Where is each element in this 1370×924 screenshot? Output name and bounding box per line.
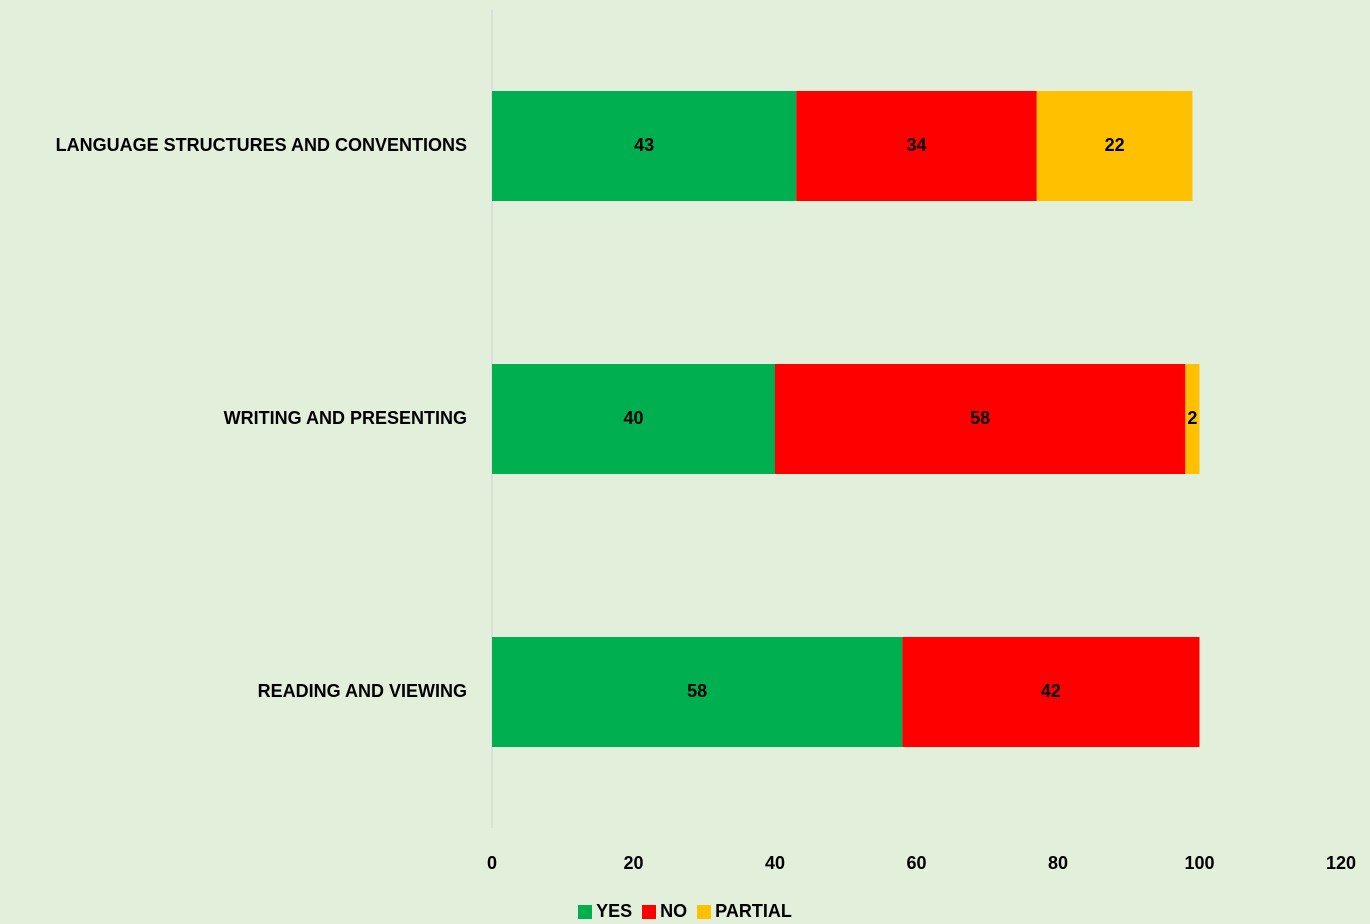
category-label: WRITING AND PRESENTING <box>224 408 467 428</box>
bar-partial <box>1036 91 1193 201</box>
bar-yes <box>492 637 903 747</box>
data-label-yes: 43 <box>634 135 654 155</box>
bar-yes <box>492 364 775 474</box>
legend-item-yes: YES <box>578 901 632 922</box>
legend-label: NO <box>660 901 688 921</box>
legend-item-partial: PARTIAL <box>697 901 792 922</box>
data-label-partial: 2 <box>1187 408 1197 428</box>
legend-swatch <box>642 904 657 919</box>
data-label-yes: 40 <box>623 408 643 428</box>
bar-no <box>902 637 1200 747</box>
bar-yes <box>492 91 797 201</box>
bar-partial <box>1185 364 1200 474</box>
bar-no <box>775 364 1186 474</box>
x-tick-label: 80 <box>1048 853 1068 873</box>
x-tick-label: 0 <box>487 853 497 873</box>
x-tick-label: 60 <box>906 853 926 873</box>
legend-swatch <box>697 904 712 919</box>
bar-no <box>796 91 1037 201</box>
legend-item-no: NO <box>642 901 687 922</box>
data-label-no: 58 <box>970 408 990 428</box>
data-label-no: 42 <box>1041 681 1061 701</box>
data-label-yes: 58 <box>687 681 707 701</box>
legend-label: PARTIAL <box>715 901 792 921</box>
legend-label: YES <box>596 901 633 921</box>
stacked-bar-chart: LANGUAGE STRUCTURES AND CONVENTIONS 43 34 2… <box>56 10 1356 873</box>
x-tick-label: 120 <box>1326 853 1356 873</box>
x-tick-label: 40 <box>765 853 785 873</box>
data-label-no: 34 <box>906 135 926 155</box>
data-label-partial: 22 <box>1105 135 1125 155</box>
legend-swatch <box>578 904 593 919</box>
x-tick-label: 20 <box>623 853 643 873</box>
legend: YES NO PARTIAL <box>0 901 1370 922</box>
category-label: READING AND VIEWING <box>258 681 467 701</box>
x-tick-label: 100 <box>1184 853 1214 873</box>
category-label: LANGUAGE STRUCTURES AND CONVENTIONS <box>56 135 467 155</box>
